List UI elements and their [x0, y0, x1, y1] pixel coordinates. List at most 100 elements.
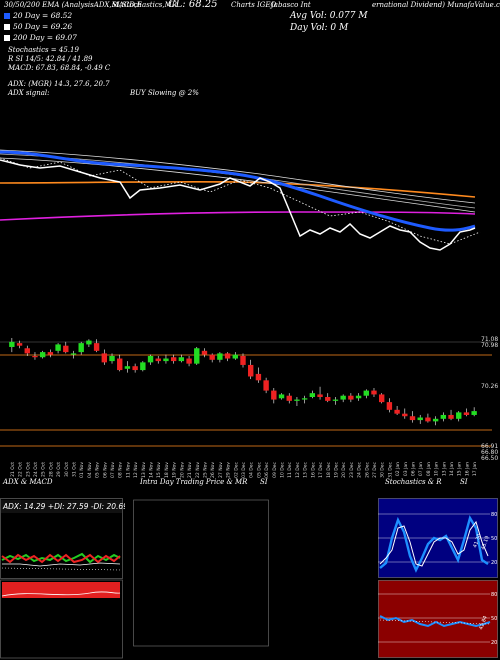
stoch-d-line	[379, 520, 489, 567]
rsi-value-label: 42.84	[478, 615, 489, 631]
date-tick-label: 06 Dec	[264, 461, 270, 477]
date-tick-label: 21 Oct	[10, 462, 16, 477]
company-name-b: ernational Dividend) MunafaValue.com	[372, 1, 500, 9]
candle-body	[402, 413, 408, 417]
date-tick-label: 15 Jan	[457, 462, 463, 476]
date-tick-label: 08 Nov	[118, 462, 124, 478]
candle-body	[117, 358, 123, 371]
candle-body	[78, 343, 84, 353]
candle-body	[86, 340, 92, 345]
intraday-panel-frame	[133, 499, 269, 647]
date-tick-label: 19 Nov	[172, 462, 178, 478]
date-tick-label: 28 Oct	[48, 462, 54, 477]
date-tick-label: 13 Nov	[141, 462, 147, 478]
candle-body	[70, 353, 77, 355]
candle-body	[240, 355, 246, 365]
adx-signal-value: BUY Slowing @ 2%	[130, 89, 199, 97]
stochastics-rsi-panel: 80 50 20 41.30 45.19 80 50 20 42.84	[378, 498, 498, 658]
candle-body	[194, 348, 200, 364]
candle-body	[39, 352, 46, 358]
date-tick-label: 24 Dec	[357, 461, 363, 477]
candle-body	[132, 366, 138, 371]
candle-body	[147, 355, 154, 363]
ma-legend: 20 Day = 68.52 50 Day = 69.26 200 Day = …	[4, 11, 77, 42]
legend-50-day: 50 Day = 69.26	[4, 22, 77, 31]
date-tick-label: 31 Oct	[71, 462, 77, 477]
date-tick-label: 15 Nov	[156, 462, 162, 478]
stoch-value-label: 45.19	[480, 535, 491, 551]
day-volume: Day Vol: 0 M	[290, 23, 349, 33]
ema-50-band-lower	[0, 157, 476, 213]
rsi-tick-label: 50	[491, 616, 497, 622]
candlestick-chart: 71.08 70.98 70.26 66.91 66.80 66.50 21 O…	[0, 336, 498, 478]
candle-body	[140, 362, 146, 371]
candle-body	[232, 354, 238, 359]
adx-readout-bg	[1, 500, 122, 513]
date-tick-label: 08 Jan	[426, 462, 432, 476]
candle-body	[317, 394, 323, 397]
date-tick-label: 06 Jan	[411, 462, 417, 476]
date-tick-label: 02 Dec	[233, 461, 239, 477]
price-axis-label: 70.26	[481, 383, 498, 390]
date-tick-label: 07 Nov	[110, 462, 116, 478]
candle-body	[325, 397, 331, 401]
date-tick-label: 10 Dec	[280, 461, 286, 477]
candle-body	[271, 390, 277, 400]
intraday-panel-title: Intra Day Trading Price & MR	[140, 478, 248, 486]
date-tick-label: 14 Nov	[149, 462, 155, 478]
adx-readout: ADX: (MGR) 14.3, 27.6, 20.7	[8, 80, 110, 88]
candle-body	[63, 345, 69, 353]
candle-body	[448, 414, 454, 419]
candle-body	[378, 394, 385, 403]
rsi-readout: R SI 14/5: 42.84 / 41.89	[8, 55, 93, 63]
candle-body	[101, 353, 108, 363]
date-tick-label: 03 Jan	[403, 462, 409, 476]
ema-50-band-upper	[0, 149, 476, 204]
date-tick-label: 25 Oct	[41, 462, 47, 477]
macd-histogram-red	[2, 582, 120, 598]
candle-body	[456, 412, 462, 419]
candle-body	[332, 399, 339, 401]
date-tick-label: 01 Nov	[79, 462, 85, 478]
stoch-k-line	[379, 514, 489, 573]
candle-body	[124, 366, 131, 369]
candle-body	[286, 395, 292, 401]
legend-swatch-blue	[4, 13, 10, 19]
adx-line	[2, 562, 121, 567]
date-tick-label: 03 Dec	[241, 461, 247, 477]
long-ma-line	[0, 211, 476, 221]
date-tick-label: 17 Dec	[318, 461, 324, 477]
date-tick-label: 26 Nov	[210, 462, 216, 478]
date-tick-label: 18 Nov	[164, 462, 170, 478]
date-tick-label: 06 Nov	[102, 462, 108, 478]
candle-body	[394, 409, 400, 414]
date-tick-label: 22 Oct	[18, 462, 24, 477]
rsi-dotted-line	[379, 619, 491, 625]
legend-label: 20 Day = 68.52	[13, 11, 73, 20]
candle-body	[463, 412, 470, 415]
price-axis-label: 66.91	[481, 443, 498, 450]
date-tick-label: 09 Dec	[272, 461, 278, 477]
candle-body	[340, 395, 346, 400]
candle-body	[309, 393, 316, 397]
candle-body	[201, 350, 208, 355]
stoch-value-label: 41.30	[472, 533, 483, 549]
rsi-panel-frame	[378, 580, 498, 658]
legend-swatch-white	[4, 35, 10, 41]
candle-body	[294, 399, 300, 401]
candle-body	[109, 355, 115, 362]
minus-di-line	[1, 553, 121, 564]
date-tick-label: 18 Dec	[326, 461, 332, 477]
moving-average-chart	[0, 149, 481, 251]
candle-body	[178, 357, 185, 362]
date-tick-label: 07 Jan	[418, 462, 424, 476]
candle-body	[301, 398, 308, 400]
candle-body	[55, 344, 61, 351]
date-tick-label: 11 Nov	[125, 462, 131, 478]
candle-body	[16, 343, 23, 346]
ticker-label: Charts IGEO	[231, 1, 277, 9]
legend-label: 50 Day = 69.26	[13, 22, 73, 31]
candle-body	[371, 390, 377, 395]
price-axis-label: 71.08	[481, 336, 498, 343]
candle-body	[363, 390, 369, 396]
